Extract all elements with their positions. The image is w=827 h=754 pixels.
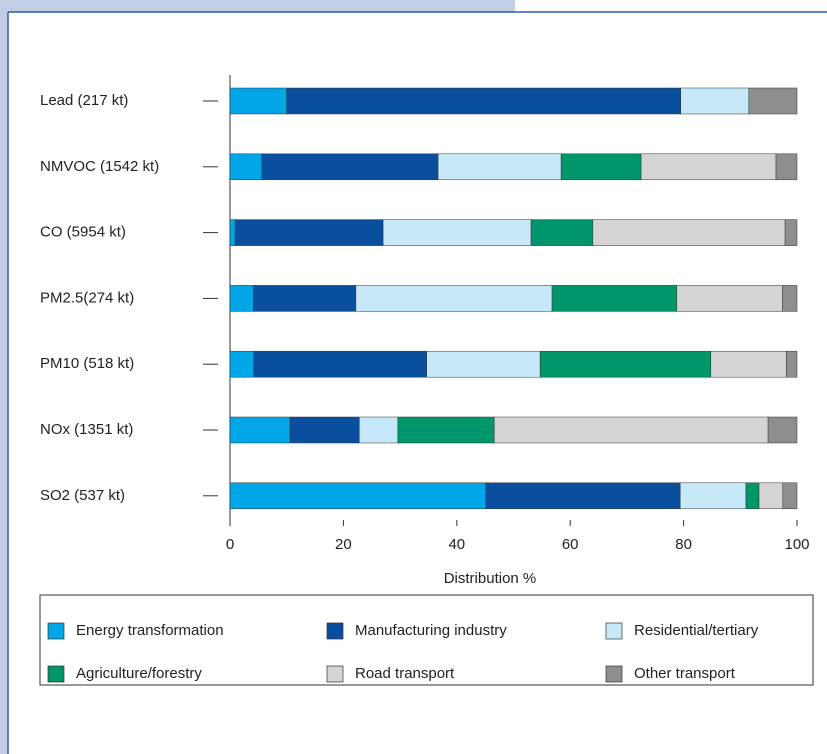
bar-segment <box>758 482 784 510</box>
bar-segment <box>397 416 495 444</box>
bar-segment <box>229 416 291 444</box>
legend-box <box>39 594 814 686</box>
header-band <box>0 0 515 12</box>
legend-swatch <box>47 665 65 683</box>
bar-segment <box>355 285 553 312</box>
bar-segment <box>640 153 777 181</box>
bar-segment <box>551 285 678 312</box>
bar-segment <box>437 153 562 181</box>
bar-segment <box>229 153 263 181</box>
bar-segment <box>382 219 532 246</box>
y-tick-label: NOx (1351 kt) <box>40 421 133 438</box>
bar-segment <box>745 482 760 510</box>
bar-segment <box>782 482 798 510</box>
legend-label: Energy transformation <box>76 622 224 639</box>
bar-segment <box>560 153 642 181</box>
bar-segment <box>229 87 287 115</box>
bar-segment <box>229 482 486 510</box>
bar-segment <box>289 416 360 444</box>
x-tick-label: 20 <box>335 536 352 553</box>
bar-segment <box>229 350 255 378</box>
bar-segment <box>493 416 769 444</box>
bar-segment <box>775 153 798 181</box>
bar-segment <box>785 350 798 378</box>
y-tick-label: NMVOC (1542 kt) <box>40 158 159 175</box>
bar-segment <box>359 416 399 444</box>
bar-segment <box>592 219 786 246</box>
x-tick-label: 80 <box>675 536 692 553</box>
x-tick-label: 60 <box>562 536 579 553</box>
bar-segment <box>426 350 541 378</box>
y-tick-label: CO (5954 kt) <box>40 224 126 241</box>
y-tick-label: PM10 (518 kt) <box>40 355 134 372</box>
x-axis-label: Distribution % <box>444 570 537 587</box>
bar-segment <box>485 482 681 510</box>
bar-segment <box>539 350 712 378</box>
y-tick-label: SO2 (537 kt) <box>40 487 125 504</box>
legend-label: Manufacturing industry <box>355 622 507 639</box>
legend-swatch <box>605 665 623 683</box>
side-band <box>0 0 8 754</box>
bar-segment <box>767 416 798 444</box>
bar-segment <box>680 87 750 115</box>
legend-label: Other transport <box>634 665 736 682</box>
bar-segment <box>234 219 384 246</box>
y-tick-label: Lead (217 kt) <box>40 92 128 109</box>
y-tick-label: PM2.5(274 kt) <box>40 289 134 306</box>
bar-segment <box>530 219 594 246</box>
bar-segment <box>261 153 439 181</box>
x-tick-label: 100 <box>784 536 809 553</box>
bar-segment <box>679 482 747 510</box>
legend-label: Agriculture/forestry <box>76 665 202 682</box>
legend-label: Road transport <box>355 665 455 682</box>
bar-segment <box>229 285 254 312</box>
legend-swatch <box>326 665 344 683</box>
legend-swatch <box>605 622 623 640</box>
bar-segment <box>676 285 783 312</box>
legend-swatch <box>47 622 65 640</box>
bar-segment <box>784 219 798 246</box>
legend-swatch <box>326 622 344 640</box>
legend-label: Residential/tertiary <box>634 622 759 639</box>
bar-segment <box>252 285 357 312</box>
bar-segment <box>748 87 798 115</box>
bar-segment <box>253 350 427 378</box>
bar-segment <box>782 285 798 312</box>
x-tick-label: 0 <box>226 536 234 553</box>
x-tick-label: 40 <box>448 536 465 553</box>
bar-segment <box>710 350 787 378</box>
bar-segment <box>229 219 236 246</box>
bar-segment <box>286 87 682 115</box>
